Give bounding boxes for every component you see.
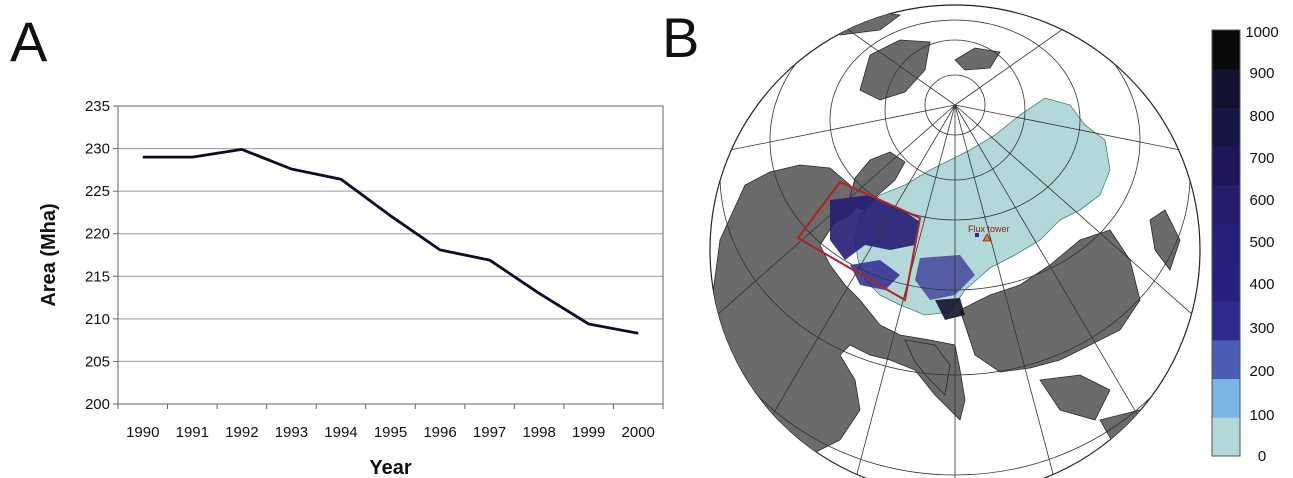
y-tick-label: 230 — [85, 141, 110, 158]
x-tick-label: 1992 — [225, 424, 258, 441]
x-tick-label: 1996 — [423, 424, 456, 441]
colorbar-cell — [1212, 417, 1240, 457]
x-tick-label: 1990 — [126, 424, 159, 441]
x-tick-label: 1993 — [275, 424, 308, 441]
land-teal — [854, 97, 1111, 316]
flux-tower-label: Flux tower — [968, 224, 1010, 234]
y-tick-label: 225 — [85, 183, 110, 200]
colorbar: 0 100 200 300 400 500 600 700 800 900 1000 — [1211, 24, 1279, 465]
colorbar-tick-label: 200 — [1249, 363, 1274, 380]
y-axis-title: Area (Mha) — [38, 203, 60, 306]
gridlines — [118, 105, 663, 405]
colorbar-cell — [1212, 339, 1240, 380]
panel-label-a: A — [10, 10, 48, 73]
colorbar-tick-label: 600 — [1249, 192, 1274, 209]
colorbar-cell — [1212, 107, 1240, 147]
colorbar-cell — [1212, 301, 1240, 341]
globe-map: Flux tower — [709, 4, 1201, 478]
y-tick-label: 235 — [85, 98, 110, 115]
colorbar-cell — [1212, 262, 1240, 302]
colorbar-tick-label: 800 — [1249, 108, 1274, 125]
colorbar-cells — [1212, 30, 1240, 457]
colorbar-cell — [1212, 68, 1240, 108]
colorbar-tick-label: 700 — [1249, 150, 1274, 167]
study-region-outline — [796, 180, 922, 302]
x-tick-label: 1991 — [176, 424, 209, 441]
x-tick-label: 1995 — [374, 424, 407, 441]
colorbar-tick-label: 100 — [1249, 407, 1274, 424]
colorbar-frame — [1211, 29, 1241, 457]
y-tick-label: 200 — [85, 396, 110, 413]
x-tick-label: 2000 — [622, 424, 655, 441]
x-axis-title: Year — [369, 457, 411, 478]
colorbar-tick-label: 300 — [1249, 320, 1274, 337]
series-line — [142, 148, 639, 335]
colorbar-cell — [1212, 30, 1240, 70]
land-gray — [711, 9, 1181, 471]
y-tick-label: 215 — [85, 268, 110, 285]
flux-tower-marker — [982, 233, 992, 242]
colorbar-tick-label: 1000 — [1245, 24, 1278, 41]
colorbar-cell — [1212, 184, 1240, 225]
colorbar-tick-label: 900 — [1249, 65, 1274, 82]
panel-label-b: B — [662, 6, 700, 69]
colorbar-cell — [1212, 378, 1240, 418]
colorbar-ticks: 0 100 200 300 400 500 600 700 800 900 1000 — [1245, 24, 1278, 465]
plot-area — [117, 105, 664, 405]
y-axis-ticks: 200 205 210 215 220 225 230 235 — [85, 98, 118, 413]
y-tick-label: 210 — [85, 311, 110, 328]
x-tick-label: 1994 — [324, 424, 357, 441]
colorbar-tick-label: 0 — [1258, 448, 1266, 465]
x-tick-label: 1998 — [522, 424, 555, 441]
y-tick-label: 205 — [85, 353, 110, 370]
colorbar-tick-label: 400 — [1249, 276, 1274, 293]
y-tick-label: 220 — [85, 226, 110, 243]
colorbar-tick-label: 500 — [1249, 234, 1274, 251]
x-tick-label: 1999 — [572, 424, 605, 441]
colorbar-cell — [1212, 146, 1240, 186]
x-tick-label: 1997 — [473, 424, 506, 441]
colorbar-cell — [1212, 223, 1240, 263]
x-axis-ticks: 1990 1991 1992 1993 1994 1995 1996 1997 1998 1999… — [117, 404, 664, 441]
